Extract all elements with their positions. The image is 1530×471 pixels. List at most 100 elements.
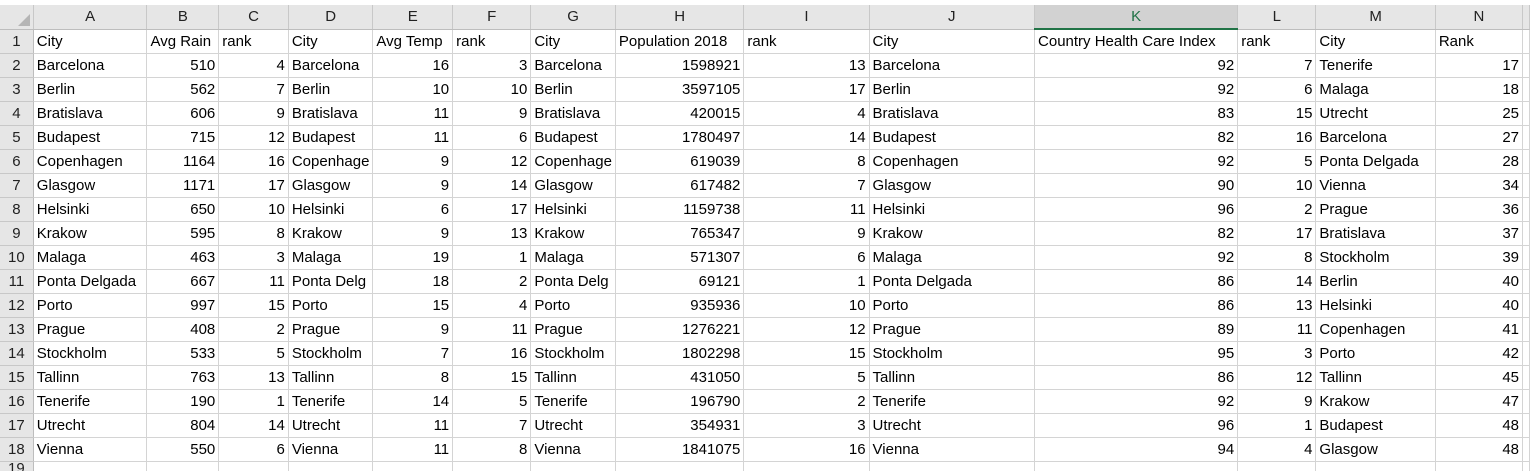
- cell-g[interactable]: Bratislava: [530, 101, 616, 126]
- cell-o[interactable]: [1522, 77, 1530, 102]
- cell-f[interactable]: 10: [452, 77, 532, 102]
- column-header-g[interactable]: G: [530, 5, 616, 30]
- cell-a[interactable]: Barcelona: [33, 53, 148, 78]
- row-header[interactable]: 4: [0, 101, 34, 126]
- cell-i[interactable]: 4: [743, 101, 870, 126]
- cell-l[interactable]: 6: [1237, 77, 1317, 102]
- cell-h[interactable]: 619039: [615, 149, 745, 174]
- cell-o[interactable]: [1522, 173, 1530, 198]
- cell-j[interactable]: Glasgow: [869, 173, 1036, 198]
- cell-l[interactable]: 2: [1237, 197, 1317, 222]
- cell-o[interactable]: [1522, 317, 1530, 342]
- cell-a[interactable]: [33, 461, 148, 471]
- cell-h[interactable]: 935936: [615, 293, 745, 318]
- cell-b[interactable]: 804: [146, 413, 220, 438]
- cell-i[interactable]: 1: [743, 269, 870, 294]
- cell-m[interactable]: Tallinn: [1315, 365, 1436, 390]
- cell-c[interactable]: 16: [218, 149, 289, 174]
- cell-a[interactable]: Tallinn: [33, 365, 148, 390]
- cell-g[interactable]: Malaga: [530, 245, 616, 270]
- cell-d[interactable]: Krakow: [288, 221, 374, 246]
- cell-n[interactable]: 45: [1435, 365, 1524, 390]
- cell-b[interactable]: 997: [146, 293, 220, 318]
- cell-g[interactable]: Ponta Delg: [530, 269, 616, 294]
- cell-i[interactable]: 11: [743, 197, 870, 222]
- cell-c[interactable]: 15: [218, 293, 289, 318]
- cell-b[interactable]: 533: [146, 341, 220, 366]
- cell-n[interactable]: 37: [1435, 221, 1524, 246]
- cell-a[interactable]: Berlin: [33, 77, 148, 102]
- cell-b[interactable]: 606: [146, 101, 220, 126]
- cell-o[interactable]: [1522, 125, 1530, 150]
- cell-j[interactable]: Prague: [869, 317, 1036, 342]
- row-header[interactable]: 14: [0, 341, 34, 366]
- row-header[interactable]: 11: [0, 269, 34, 294]
- header-cell-e[interactable]: Avg Temp: [372, 29, 454, 54]
- cell-c[interactable]: 17: [218, 173, 289, 198]
- row-header[interactable]: 10: [0, 245, 34, 270]
- column-header-h[interactable]: H: [615, 5, 745, 30]
- cell-n[interactable]: 47: [1435, 389, 1524, 414]
- cell-f[interactable]: 9: [452, 101, 532, 126]
- cell-k[interactable]: 90: [1034, 173, 1239, 198]
- cell-d[interactable]: Bratislava: [288, 101, 374, 126]
- cell-d[interactable]: Tallinn: [288, 365, 374, 390]
- row-header[interactable]: 7: [0, 173, 34, 198]
- cell-b[interactable]: 715: [146, 125, 220, 150]
- cell-b[interactable]: 550: [146, 437, 220, 462]
- column-header-l[interactable]: L: [1237, 5, 1317, 30]
- cell-b[interactable]: 408: [146, 317, 220, 342]
- cell-k[interactable]: 86: [1034, 293, 1239, 318]
- cell-e[interactable]: 11: [372, 437, 454, 462]
- cell-o[interactable]: [1522, 413, 1530, 438]
- cell-b[interactable]: 763: [146, 365, 220, 390]
- cell-h[interactable]: 69121: [615, 269, 745, 294]
- cell-a[interactable]: Copenhagen: [33, 149, 148, 174]
- cell-o[interactable]: [1522, 269, 1530, 294]
- cell-j[interactable]: Porto: [869, 293, 1036, 318]
- cell-k[interactable]: 83: [1034, 101, 1239, 126]
- cell-n[interactable]: 18: [1435, 77, 1524, 102]
- cell-h[interactable]: 1802298: [615, 341, 745, 366]
- cell-m[interactable]: Vienna: [1315, 173, 1436, 198]
- cell-j[interactable]: Ponta Delgada: [869, 269, 1036, 294]
- cell-f[interactable]: 17: [452, 197, 532, 222]
- cell-j[interactable]: Malaga: [869, 245, 1036, 270]
- cell-g[interactable]: Tenerife: [530, 389, 616, 414]
- cell-i[interactable]: 6: [743, 245, 870, 270]
- cell-i[interactable]: 3: [743, 413, 870, 438]
- cell-o[interactable]: [1522, 197, 1530, 222]
- header-cell-d[interactable]: City: [288, 29, 374, 54]
- cell-l[interactable]: 12: [1237, 365, 1317, 390]
- cell-o[interactable]: [1522, 293, 1530, 318]
- cell-k[interactable]: 95: [1034, 341, 1239, 366]
- cell-d[interactable]: Porto: [288, 293, 374, 318]
- column-header-n[interactable]: N: [1435, 5, 1524, 30]
- cell-e[interactable]: 11: [372, 413, 454, 438]
- cell-a[interactable]: Helsinki: [33, 197, 148, 222]
- cell-o[interactable]: [1522, 437, 1530, 462]
- cell-e[interactable]: 9: [372, 317, 454, 342]
- cell-f[interactable]: 6: [452, 125, 532, 150]
- cell-m[interactable]: Krakow: [1315, 389, 1436, 414]
- cell-c[interactable]: 10: [218, 197, 289, 222]
- cell-g[interactable]: Barcelona: [530, 53, 616, 78]
- cell-e[interactable]: [372, 461, 454, 471]
- cell-e[interactable]: 10: [372, 77, 454, 102]
- cell-f[interactable]: 15: [452, 365, 532, 390]
- cell-j[interactable]: Vienna: [869, 437, 1036, 462]
- cell-c[interactable]: 12: [218, 125, 289, 150]
- cell-e[interactable]: 9: [372, 149, 454, 174]
- cell-l[interactable]: 3: [1237, 341, 1317, 366]
- row-header[interactable]: 16: [0, 389, 34, 414]
- cell-m[interactable]: Utrecht: [1315, 101, 1436, 126]
- cell-a[interactable]: Prague: [33, 317, 148, 342]
- cell-e[interactable]: 6: [372, 197, 454, 222]
- cell-d[interactable]: Glasgow: [288, 173, 374, 198]
- cell-b[interactable]: 650: [146, 197, 220, 222]
- cell-c[interactable]: [218, 461, 289, 471]
- header-cell-f[interactable]: rank: [452, 29, 532, 54]
- cell-j[interactable]: Bratislava: [869, 101, 1036, 126]
- row-header[interactable]: 6: [0, 149, 34, 174]
- cell-g[interactable]: Copenhage: [530, 149, 616, 174]
